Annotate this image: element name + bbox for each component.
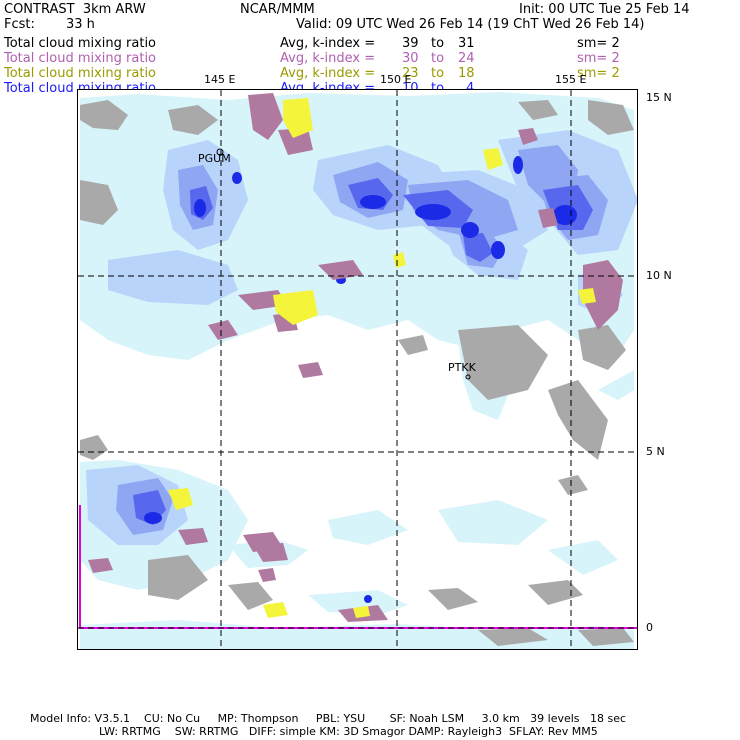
map-canvas xyxy=(78,90,637,649)
latitude-label: 5 N xyxy=(646,445,665,458)
field-to-word: to xyxy=(431,36,445,51)
forecast-map: PGUM PTKK xyxy=(77,89,638,650)
model-info-line1: Model Info: V3.5.1 CU: No Cu MP: Thompso… xyxy=(30,712,627,725)
field-smoothing: sm= 2 xyxy=(577,66,620,81)
field-to: 4 xyxy=(466,81,474,96)
model-info-line2: LW: RRTMG SW: RRTMG DIFF: simple KM: 3D … xyxy=(99,725,598,738)
field-from: 30 xyxy=(402,51,419,66)
forecast-hour: 33 h xyxy=(66,17,95,32)
field-name: Total cloud mixing ratio xyxy=(4,51,157,66)
init-time: Init: 00 UTC Tue 25 Feb 14 xyxy=(519,2,690,17)
land-areas xyxy=(80,100,634,646)
field-to: 18 xyxy=(458,66,475,81)
forecast-label: Fcst: xyxy=(4,17,35,32)
field-from: 23 xyxy=(402,66,419,81)
kindex-yellow xyxy=(168,98,596,618)
organization: NCAR/MMM xyxy=(240,2,315,17)
map-grid xyxy=(78,90,637,649)
field-name: Total cloud mixing ratio xyxy=(4,66,157,81)
field-stat: Avg, k-index = xyxy=(280,36,376,51)
field-to: 24 xyxy=(458,51,475,66)
field-stat: Avg, k-index = xyxy=(280,66,376,81)
latitude-label: 15 N xyxy=(646,91,672,104)
field-to-word: to xyxy=(431,51,445,66)
latitude-label: 10 N xyxy=(646,269,672,282)
longitude-label: 150 E xyxy=(380,73,412,86)
longitude-label: 145 E xyxy=(204,73,236,86)
longitude-label: 155 E xyxy=(555,73,587,86)
model-title: CONTRAST 3km ARW xyxy=(4,2,146,17)
field-from: 39 xyxy=(402,36,419,51)
kindex-violet xyxy=(88,93,623,622)
station-label: PTKK xyxy=(448,361,476,374)
field-smoothing: sm= 2 xyxy=(577,51,620,66)
station-markers xyxy=(216,148,471,380)
field-smoothing: sm= 2 xyxy=(577,36,620,51)
field-stat: Avg, k-index = xyxy=(280,51,376,66)
field-to-word: to xyxy=(431,66,445,81)
latitude-label: 0 xyxy=(646,621,653,634)
field-name: Total cloud mixing ratio xyxy=(4,36,157,51)
station-label: PGUM xyxy=(198,152,231,165)
valid-time: Valid: 09 UTC Wed 26 Feb 14 (19 ChT Wed … xyxy=(296,17,645,32)
field-to: 31 xyxy=(458,36,475,51)
